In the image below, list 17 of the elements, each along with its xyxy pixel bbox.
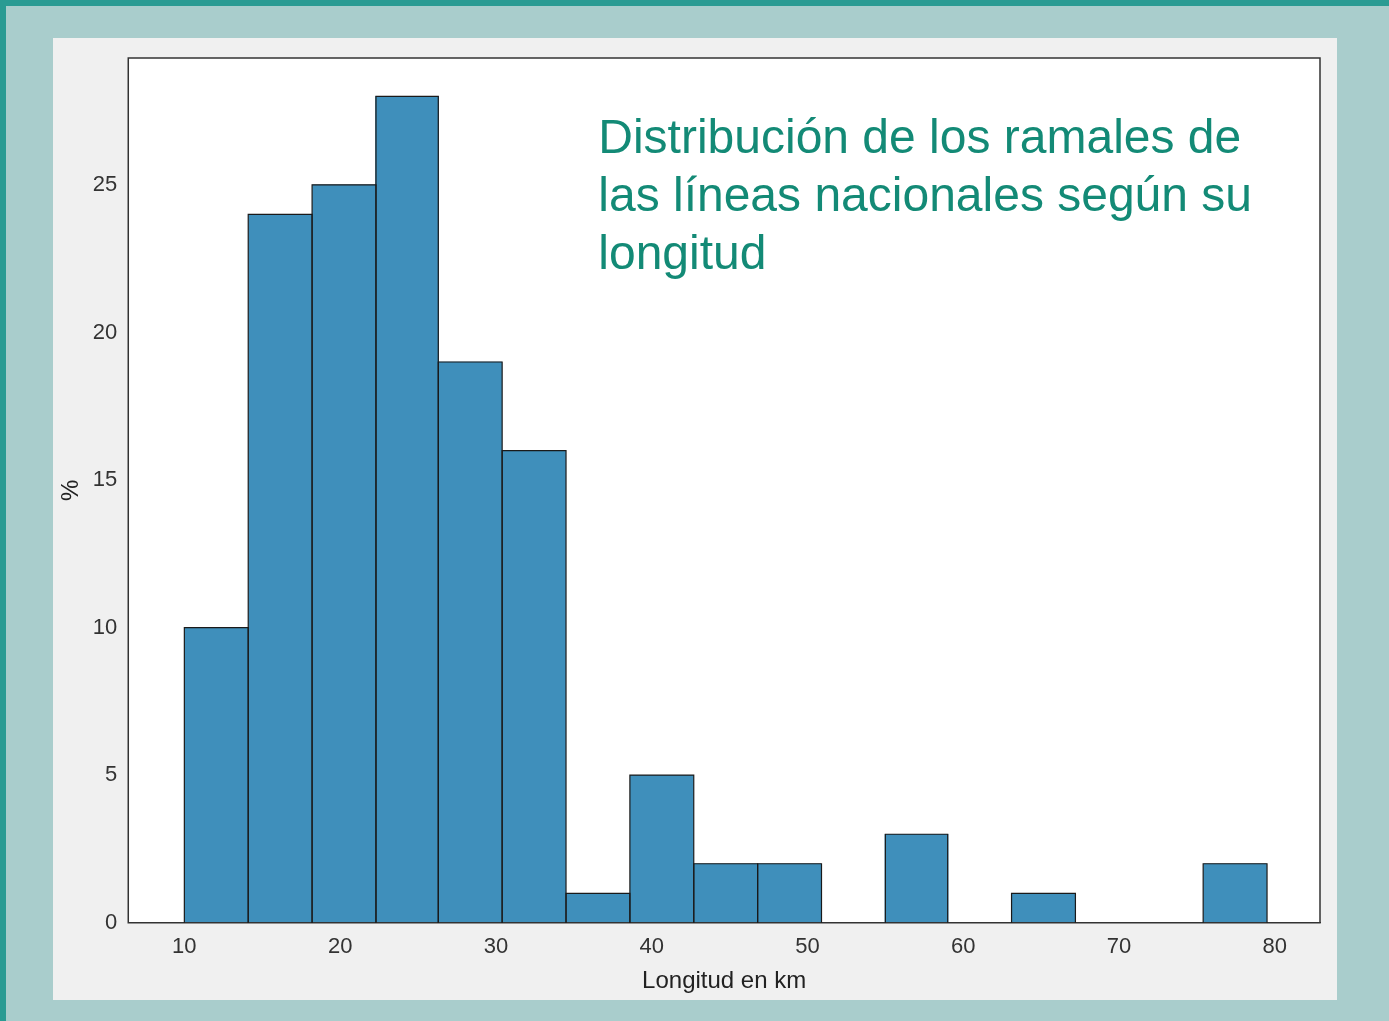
y-tick-label: 20 [92, 318, 118, 344]
y-tick-label: 5 [105, 761, 118, 787]
x-tick-label: 50 [795, 933, 820, 959]
y-tick-label: 0 [105, 908, 118, 934]
x-tick-label: 30 [483, 933, 509, 959]
x-tick-label: 20 [327, 933, 353, 959]
text: Distribución de los ramales de las líneas nacionales según su longitud [598, 110, 1253, 279]
x-axis-title: Longitud en km [642, 966, 807, 994]
x-tick-label: 80 [1262, 933, 1288, 959]
x-tick-label: 40 [639, 933, 664, 959]
y-tick-label: 25 [92, 170, 118, 196]
y-tick-label: 10 [92, 613, 118, 639]
y-axis-title: % [56, 479, 84, 502]
x-tick-label: 70 [1106, 933, 1132, 959]
x-tick-label: 60 [951, 933, 976, 959]
y-tick-label: 15 [92, 466, 118, 492]
x-tick-label: 10 [172, 933, 197, 959]
